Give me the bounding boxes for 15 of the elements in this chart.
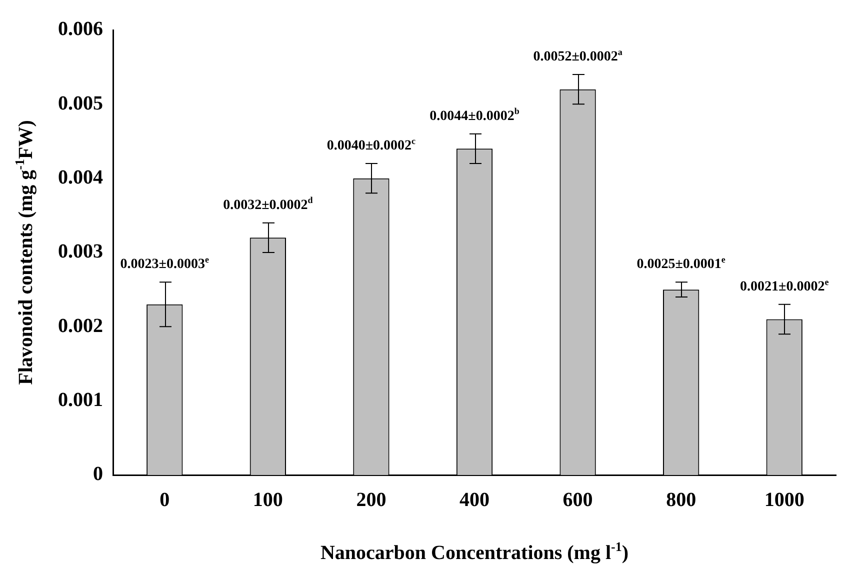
x-tick-label: 600 (562, 489, 593, 512)
y-tick-label: 0 (93, 463, 103, 486)
y-tick-label: 0.001 (58, 389, 103, 412)
y-tick-label: 0.006 (58, 18, 103, 40)
x-tick-label: 100 (252, 489, 283, 512)
y-tick-label: 0.003 (58, 240, 103, 263)
x-tick-label: 200 (356, 489, 386, 512)
x-tick-label: 800 (666, 489, 696, 512)
x-tick-label: 400 (460, 489, 490, 512)
x-tick-label: 1000 (764, 489, 804, 512)
y-axis-title: Flavonoid contents (mg g-1FW) (12, 120, 37, 385)
x-tick-label: 0 (160, 489, 170, 512)
y-tick-label: 0.002 (58, 314, 103, 337)
y-tick-label: 0.005 (58, 92, 103, 114)
y-tick-label: 0.004 (58, 166, 103, 189)
